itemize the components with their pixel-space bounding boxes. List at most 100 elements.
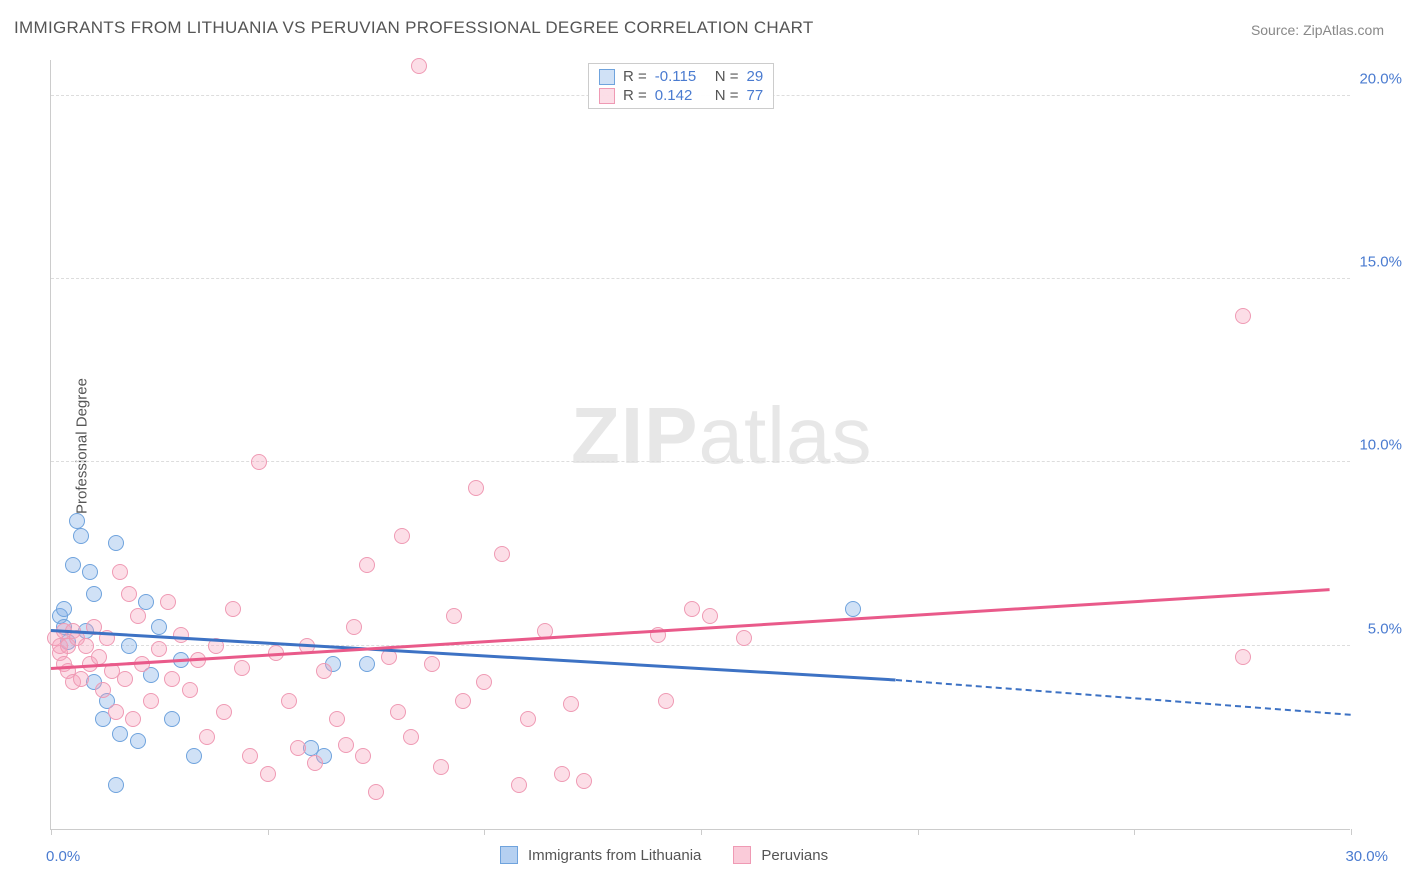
x-tick [918, 829, 919, 835]
data-point [91, 649, 107, 665]
data-point [164, 671, 180, 687]
data-point [108, 777, 124, 793]
data-point [69, 513, 85, 529]
data-point [73, 528, 89, 544]
data-point [554, 766, 570, 782]
data-point [702, 608, 718, 624]
watermark-atlas: atlas [698, 391, 872, 480]
data-point [108, 704, 124, 720]
data-point [143, 693, 159, 709]
data-point [316, 663, 332, 679]
legend-stat-row: R = 0.142 N = 77 [589, 86, 773, 105]
legend-swatch [500, 846, 518, 864]
x-tick [484, 829, 485, 835]
chart-title: IMMIGRANTS FROM LITHUANIA VS PERUVIAN PR… [14, 18, 814, 38]
x-tick [268, 829, 269, 835]
data-point [56, 601, 72, 617]
data-point [346, 619, 362, 635]
data-point [359, 656, 375, 672]
y-tick-label: 10.0% [1359, 437, 1402, 454]
data-point [520, 711, 536, 727]
legend-r-label: R = [623, 87, 647, 104]
legend-series: Immigrants from Lithuania Peruvians [500, 846, 850, 864]
data-point [433, 759, 449, 775]
data-point [658, 693, 674, 709]
data-point [368, 784, 384, 800]
legend-swatch [733, 846, 751, 864]
data-point [117, 671, 133, 687]
data-point [112, 564, 128, 580]
data-point [511, 777, 527, 793]
legend-stats: R =-0.115N =29R =0.142N =77 [588, 63, 774, 109]
y-tick-label: 20.0% [1359, 70, 1402, 87]
gridline [51, 461, 1350, 462]
x-min-label: 0.0% [46, 848, 80, 865]
data-point [138, 594, 154, 610]
x-tick [701, 829, 702, 835]
legend-label: Immigrants from Lithuania [528, 847, 701, 864]
legend-n-value: 29 [747, 68, 764, 85]
data-point [290, 740, 306, 756]
gridline [51, 278, 1350, 279]
data-point [494, 546, 510, 562]
data-point [281, 693, 297, 709]
data-point [82, 564, 98, 580]
trend-line-dashed [896, 679, 1351, 716]
data-point [182, 682, 198, 698]
data-point [112, 726, 128, 742]
data-point [329, 711, 345, 727]
data-point [338, 737, 354, 753]
data-point [1235, 308, 1251, 324]
data-point [73, 671, 89, 687]
legend-stat-row: R =-0.115N =29 [589, 67, 773, 86]
legend-r-value: 0.142 [655, 87, 707, 104]
data-point [260, 766, 276, 782]
watermark-zip: ZIP [571, 391, 698, 480]
data-point [130, 608, 146, 624]
gridline [51, 645, 1350, 646]
watermark: ZIPatlas [571, 390, 872, 482]
data-point [65, 557, 81, 573]
data-point [411, 58, 427, 74]
data-point [121, 638, 137, 654]
data-point [394, 528, 410, 544]
data-point [216, 704, 232, 720]
data-point [160, 594, 176, 610]
data-point [359, 557, 375, 573]
x-tick [1134, 829, 1135, 835]
source-label: Source: ZipAtlas.com [1251, 22, 1384, 38]
data-point [234, 660, 250, 676]
data-point [424, 656, 440, 672]
data-point [446, 608, 462, 624]
data-point [225, 601, 241, 617]
data-point [151, 641, 167, 657]
data-point [845, 601, 861, 617]
data-point [251, 454, 267, 470]
data-point [130, 733, 146, 749]
data-point [355, 748, 371, 764]
x-tick [51, 829, 52, 835]
x-max-label: 30.0% [1345, 848, 1388, 865]
data-point [403, 729, 419, 745]
data-point [307, 755, 323, 771]
data-point [736, 630, 752, 646]
x-tick [1351, 829, 1352, 835]
plot-area: ZIPatlas 5.0%10.0%15.0%20.0% [50, 60, 1350, 830]
data-point [455, 693, 471, 709]
legend-n-value: 77 [747, 87, 764, 104]
legend-label: Peruvians [761, 847, 828, 864]
data-point [125, 711, 141, 727]
data-point [199, 729, 215, 745]
data-point [95, 682, 111, 698]
data-point [684, 601, 700, 617]
legend-n-label: N = [715, 87, 739, 104]
data-point [576, 773, 592, 789]
data-point [186, 748, 202, 764]
data-point [121, 586, 137, 602]
y-tick-label: 5.0% [1368, 620, 1402, 637]
data-point [242, 748, 258, 764]
legend-n-label: N = [715, 68, 739, 85]
data-point [108, 535, 124, 551]
legend-r-label: R = [623, 68, 647, 85]
data-point [468, 480, 484, 496]
